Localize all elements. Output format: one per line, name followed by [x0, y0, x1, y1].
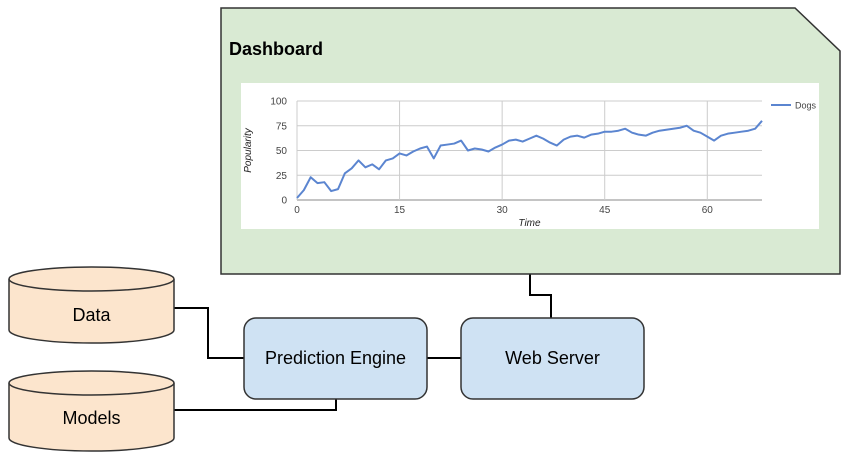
x-tick-label: 45 [599, 205, 611, 216]
web-server-box [460, 317, 645, 400]
x-tick-label: 15 [394, 205, 406, 216]
dashboard-title: Dashboard [229, 39, 324, 59]
y-tick-label: 0 [281, 196, 287, 207]
connector-models-to-prediction-engine [174, 398, 337, 411]
models-database [8, 370, 175, 452]
y-tick-label: 100 [270, 97, 287, 108]
x-axis-title: Time [518, 218, 541, 229]
series-line-dogs [296, 120, 763, 199]
data-database [8, 266, 175, 344]
y-tick-label: 25 [276, 171, 288, 182]
x-tick-label: 60 [702, 205, 714, 216]
y-tick-label: 50 [276, 146, 288, 157]
prediction-engine-box [243, 317, 428, 400]
y-tick-label: 75 [276, 121, 288, 132]
prediction-engine-label: Prediction Engine [264, 348, 407, 368]
popularity-line-chart: 0 25 50 75 100 0 15 30 45 60 Time Popularity Dogs [243, 97, 817, 230]
legend-label: Dogs [795, 101, 817, 111]
x-tick-label: 30 [497, 205, 509, 216]
connector-data-to-prediction-engine [174, 307, 244, 359]
connector-web-server-to-dashboard [529, 274, 552, 318]
web-server-label: Web Server [505, 348, 600, 368]
x-tick-label: 0 [294, 205, 300, 216]
models-label: Models [62, 408, 121, 428]
popularity-chart-panel: 0 25 50 75 100 0 15 30 45 60 Time Popularity Dogs [241, 83, 819, 229]
data-label: Data [72, 305, 111, 325]
y-axis-title: Popularity [243, 127, 254, 172]
